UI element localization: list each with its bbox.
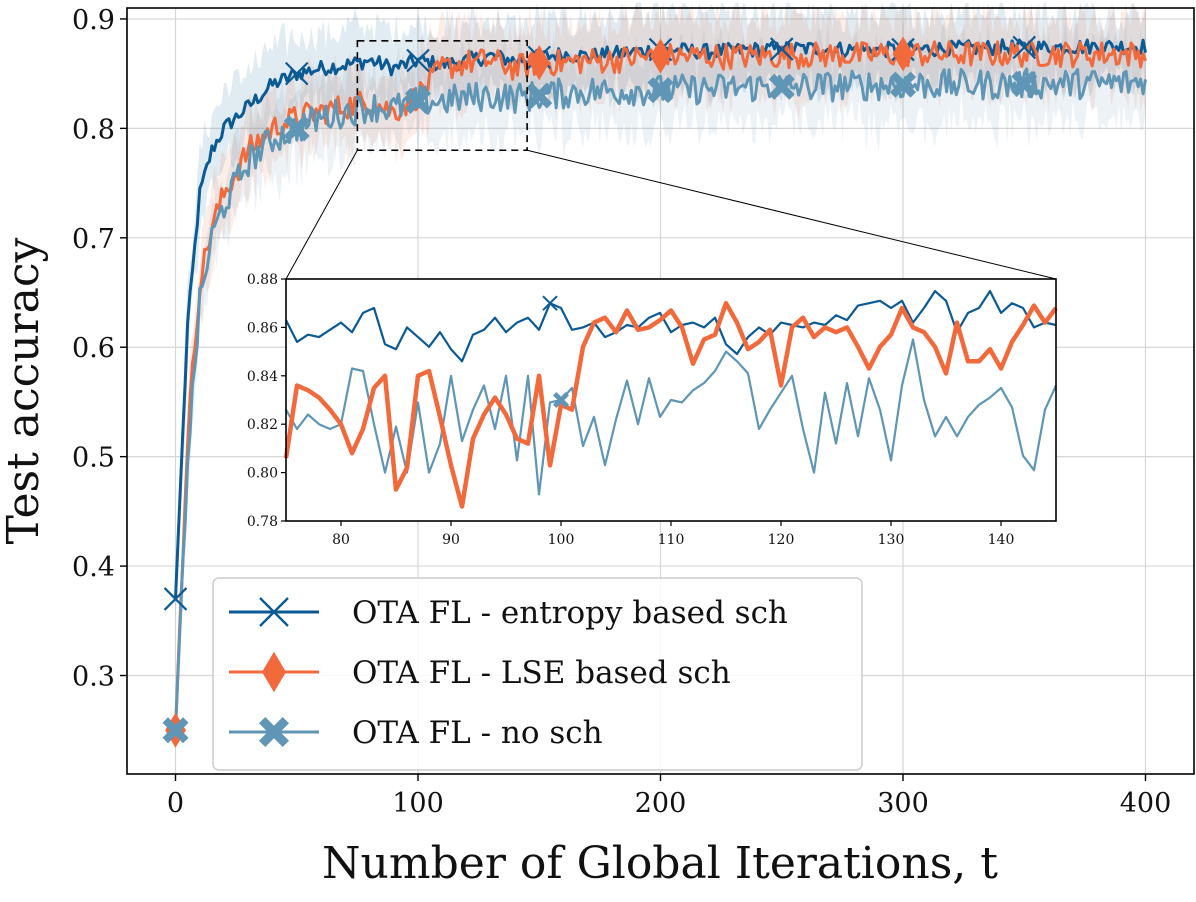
y-tick-label: 0.6 [72, 333, 115, 364]
y-tick-label: 0.8 [72, 114, 115, 145]
x-tick-label: 400 [1120, 788, 1172, 819]
inset-x-tick-label: 90 [442, 532, 460, 548]
inset-y-tick-label: 0.78 [247, 514, 278, 530]
marker-entropy [769, 37, 794, 61]
y-tick-label: 0.3 [72, 662, 115, 693]
x-axis-label: Number of Global Iterations, t [322, 838, 998, 889]
x-tick-label: 300 [877, 788, 929, 819]
variance-band-lse [175, 2, 1146, 753]
x-tick-label: 100 [392, 788, 444, 819]
marker-lse [528, 45, 550, 81]
legend-marker-nosch [259, 717, 289, 747]
inset-y-tick-label: 0.80 [247, 466, 278, 482]
marker-nosch [647, 77, 674, 104]
marker-entropy [284, 61, 309, 86]
inset-series-lines [283, 290, 1058, 509]
zoom-connector-lines [285, 149, 1057, 280]
marker-nosch [283, 115, 310, 142]
marker-entropy [1012, 35, 1037, 60]
legend-box [212, 577, 863, 771]
inset-x-tick-label: 110 [658, 532, 685, 548]
main-series-markers [162, 35, 1038, 748]
inset-x-tick-label: 140 [988, 532, 1015, 548]
inset-y-tick-label: 0.88 [247, 272, 278, 288]
marker-nosch [162, 717, 189, 744]
main-axis-ticks: 0 100 200 300 400 0.3 0.4 0.5 0.6 0.7 0.8 0.9 [72, 5, 1171, 819]
inset-y-tick-label: 0.82 [247, 417, 278, 433]
marker-nosch [890, 71, 916, 98]
marker-entropy [163, 587, 188, 611]
x-tick-label: 200 [635, 788, 687, 819]
inset-line-lse [283, 300, 1058, 509]
marker-lse [650, 38, 671, 74]
zoom-region-box [356, 40, 528, 152]
y-axis-label: Test accuracy [0, 237, 49, 544]
series-line-nosch [174, 67, 1147, 731]
inset-x-tick-label: 120 [768, 532, 795, 548]
y-tick-label: 0.7 [72, 224, 115, 255]
inset-line-nosch [285, 338, 1058, 496]
marker-nosch [768, 73, 795, 100]
legend-label-nosch: OTA FL - no sch [352, 715, 603, 751]
inset-x-tick-label: 130 [878, 532, 905, 548]
y-tick-label: 0.9 [72, 5, 115, 36]
inset-marker-entropy [542, 295, 558, 311]
legend-marker-lse [262, 651, 286, 693]
marker-lse [892, 36, 914, 72]
legend-label-entropy: OTA FL - entropy based sch [352, 595, 788, 631]
inset-marker-nosch [553, 392, 569, 408]
inset-y-tick-label: 0.86 [247, 320, 278, 336]
legend-marker-entropy [259, 597, 289, 627]
variance-band-nosch [175, 17, 1146, 753]
legend-label-lse: OTA FL - LSE based sch [352, 655, 731, 691]
y-tick-label: 0.4 [72, 552, 115, 583]
x-tick-label: 0 [167, 788, 184, 819]
inset-x-tick-label: 100 [548, 532, 575, 548]
zoom-link-left [285, 150, 358, 280]
zoom-link-right [527, 149, 1057, 280]
legend: OTA FL - entropy based sch OTA FL - LSE b… [212, 577, 863, 771]
marker-nosch [405, 88, 431, 115]
y-tick-label: 0.5 [72, 443, 115, 474]
inset-y-tick-label: 0.84 [247, 369, 278, 385]
inset-axis-ticks: 80 90 100 110 120 130 140 0.78 0.80 0.82 0.84 0.86 0… [247, 272, 1015, 548]
inset-x-tick-label: 80 [332, 532, 350, 548]
marker-entropy [406, 48, 430, 73]
inset-series-markers [542, 295, 569, 408]
inset-line-entropy [285, 290, 1057, 363]
marker-nosch [1011, 71, 1038, 98]
marker-nosch [526, 82, 553, 109]
inset-chart: 80 90 100 110 120 130 140 0.78 0.80 0.82 0.84 0.86 0… [247, 272, 1058, 548]
